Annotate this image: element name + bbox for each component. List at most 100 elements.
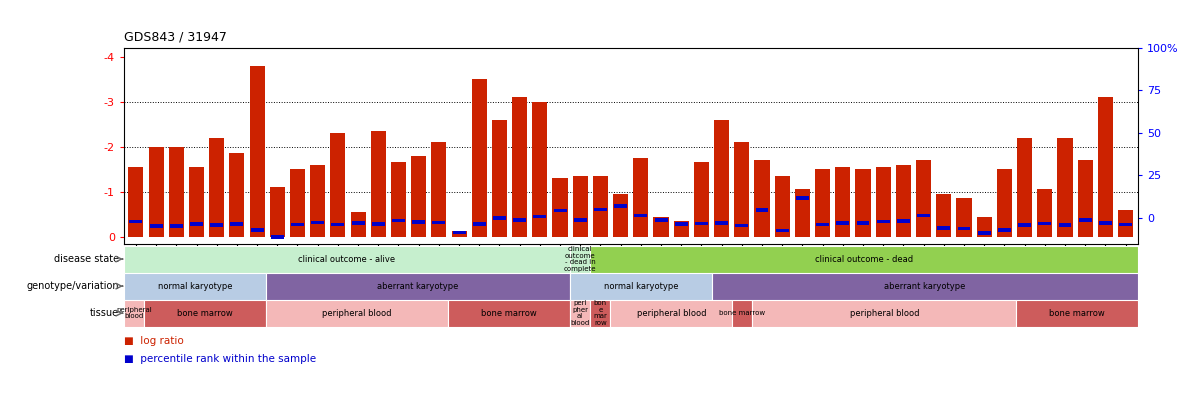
Bar — [716, 221, 729, 225]
Bar — [752, 300, 1016, 327]
Bar — [856, 169, 870, 237]
Bar — [554, 209, 567, 212]
Bar — [1058, 138, 1073, 237]
Bar — [1038, 189, 1053, 237]
Bar — [473, 223, 486, 226]
Bar — [816, 223, 829, 227]
Bar — [493, 216, 506, 220]
Bar — [453, 230, 466, 234]
Bar — [150, 224, 163, 228]
Bar — [265, 300, 448, 327]
Bar — [694, 222, 707, 225]
Bar — [796, 196, 809, 200]
Bar — [732, 300, 752, 327]
Bar — [350, 212, 365, 237]
Bar — [897, 219, 910, 223]
Bar — [937, 227, 950, 230]
Bar — [876, 167, 891, 237]
Bar — [569, 246, 591, 272]
Text: normal karyotype: normal karyotype — [158, 282, 232, 291]
Bar — [1118, 210, 1133, 237]
Bar — [956, 198, 971, 237]
Bar — [331, 223, 344, 226]
Bar — [835, 167, 850, 237]
Text: tissue: tissue — [90, 308, 119, 318]
Bar — [251, 228, 264, 232]
Bar — [393, 219, 404, 222]
Bar — [633, 158, 648, 237]
Bar — [614, 204, 627, 208]
Bar — [452, 231, 467, 237]
Bar — [411, 156, 427, 237]
Bar — [169, 147, 184, 237]
Text: genotype/variation: genotype/variation — [26, 281, 119, 291]
Bar — [977, 231, 990, 235]
Bar — [957, 227, 970, 230]
Text: clinical outcome - alive: clinical outcome - alive — [298, 255, 395, 264]
Bar — [209, 138, 224, 237]
Bar — [370, 131, 386, 237]
Bar — [371, 222, 384, 226]
Bar — [124, 300, 144, 327]
Bar — [170, 224, 183, 228]
Bar — [310, 165, 325, 237]
Bar — [569, 272, 712, 300]
Bar — [712, 272, 1138, 300]
Bar — [513, 218, 526, 222]
Bar — [1078, 160, 1093, 237]
Bar — [330, 133, 345, 237]
Bar — [1019, 223, 1032, 227]
Bar — [230, 223, 243, 226]
Bar — [673, 221, 689, 237]
Bar — [432, 142, 447, 237]
Bar — [573, 176, 588, 237]
Bar — [1099, 221, 1112, 225]
Text: clinical outcome - dead: clinical outcome - dead — [815, 255, 913, 264]
Bar — [1098, 97, 1113, 237]
Bar — [591, 300, 611, 327]
Text: bone marrow: bone marrow — [481, 308, 536, 318]
Bar — [997, 228, 1010, 232]
Text: aberrant karyotype: aberrant karyotype — [884, 282, 966, 291]
Bar — [613, 194, 628, 237]
Bar — [736, 224, 749, 227]
Bar — [836, 221, 849, 225]
Bar — [271, 235, 284, 238]
Bar — [311, 221, 324, 224]
Bar — [775, 176, 790, 237]
Bar — [936, 194, 951, 237]
Bar — [917, 213, 930, 217]
Bar — [1039, 222, 1052, 225]
Bar — [1017, 138, 1032, 237]
Bar — [756, 208, 769, 212]
Bar — [391, 162, 406, 237]
Text: aberrant karyotype: aberrant karyotype — [377, 282, 459, 291]
Bar — [533, 215, 546, 218]
Text: peripheral blood: peripheral blood — [850, 308, 918, 318]
Text: bone marrow: bone marrow — [1049, 308, 1105, 318]
Bar — [997, 169, 1012, 237]
Bar — [250, 66, 264, 237]
Bar — [290, 169, 305, 237]
Bar — [896, 165, 911, 237]
Text: ■  log ratio: ■ log ratio — [124, 337, 184, 346]
Bar — [795, 189, 810, 237]
Bar — [448, 300, 569, 327]
Text: GDS843 / 31947: GDS843 / 31947 — [124, 30, 226, 44]
Bar — [634, 214, 647, 217]
Bar — [124, 246, 569, 272]
Bar — [1079, 218, 1092, 222]
Bar — [916, 160, 931, 237]
Bar — [124, 272, 265, 300]
Bar — [877, 220, 890, 223]
Bar — [413, 221, 426, 224]
Bar — [574, 218, 587, 221]
Bar — [611, 300, 732, 327]
Bar — [270, 187, 285, 237]
Text: peripheral blood: peripheral blood — [637, 308, 706, 318]
Bar — [654, 218, 667, 222]
Bar — [144, 300, 265, 327]
Bar — [569, 300, 591, 327]
Bar — [1016, 300, 1138, 327]
Text: peri
pher
al
blood: peri pher al blood — [571, 301, 590, 326]
